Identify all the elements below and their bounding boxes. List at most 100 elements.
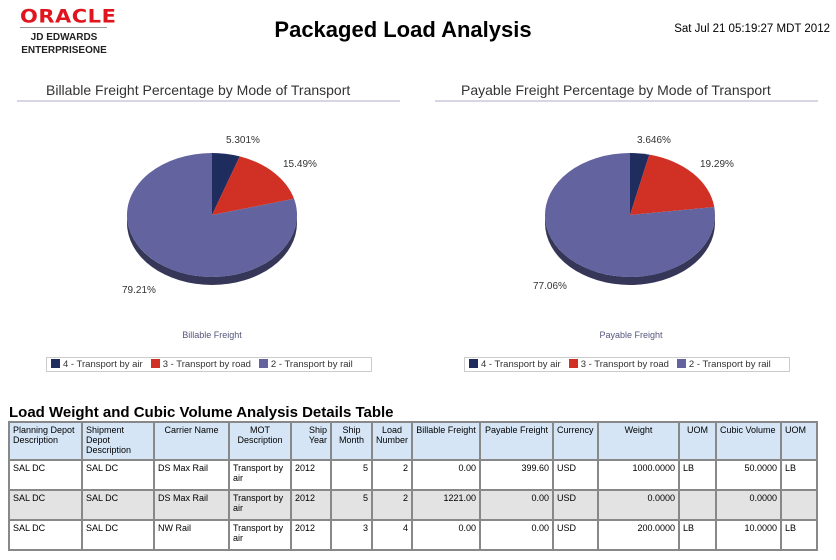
chart-legend: 4 - Transport by air 3 - Transport by ro… (46, 357, 372, 372)
legend-label: 4 - Transport by air (63, 359, 143, 370)
column-header: Weight (597, 421, 681, 461)
table-cell: 0.00 (411, 519, 482, 551)
legend-item-air: 4 - Transport by air (469, 359, 561, 370)
column-header: UOM (678, 421, 718, 461)
table-cell: 5 (330, 459, 373, 491)
table-cell: SAL DC (81, 459, 155, 491)
column-header: Carrier Name (153, 421, 230, 461)
table-cell: 0.0000 (715, 489, 783, 521)
pie-slice-1 (212, 156, 295, 215)
table-cell: USD (552, 489, 600, 521)
pie-label-rail: 77.06% (533, 281, 567, 292)
column-header: Planning Depot Description (8, 421, 83, 461)
table-cell: 2 (370, 459, 414, 491)
chart-title-billable: Billable Freight Percentage by Mode of T… (46, 82, 351, 98)
legend-swatch (51, 359, 60, 368)
table-cell: DS Max Rail (153, 459, 230, 491)
table-cell: SAL DC (8, 489, 83, 521)
table-cell (678, 489, 718, 521)
pie-slice-0 (630, 153, 650, 215)
pie-slice-1 (630, 154, 715, 215)
legend-label: 2 - Transport by rail (270, 359, 353, 370)
table-header-row: Planning Depot Description Shipment Depot… (8, 421, 819, 461)
table-cell: 2 (370, 489, 414, 521)
legend-swatch (676, 359, 686, 368)
logo-line2: ENTERPRISEONE (21, 45, 107, 56)
table-cell: 50.0000 (715, 459, 783, 491)
table-row: SAL DC SAL DC NW Rail Transport by air 2012 3… (8, 519, 819, 551)
column-header: Load Number (370, 421, 414, 461)
pie-label-rail: 79.21% (122, 285, 156, 296)
table-cell: LB (780, 519, 819, 551)
table-cell: SAL DC (8, 459, 83, 491)
chart-xlabel: Payable Freight (599, 330, 663, 340)
table-cell: 1221.00 (411, 489, 482, 521)
logo-line1: JD EDWARDS (30, 32, 98, 43)
table-cell: LB (678, 519, 718, 551)
table-cell: 399.60 (479, 459, 555, 491)
pie-label-air: 5.301% (226, 135, 260, 146)
table-cell: 5 (330, 489, 373, 521)
legend-item-road: 3 - Transport by road (150, 359, 251, 370)
column-header: Currency (552, 421, 600, 461)
table-cell: SAL DC (81, 489, 155, 521)
table-cell: 10.0000 (715, 519, 783, 551)
column-header: Cubic Volume (715, 421, 783, 461)
table-cell: 1000.0000 (597, 459, 681, 491)
report-timestamp: Sat Jul 21 05:19:27 MDT 2012 (674, 23, 830, 35)
legend-label: 3 - Transport by road (162, 359, 251, 370)
table-cell: 0.00 (479, 489, 555, 521)
table-cell: 0.00 (479, 519, 555, 551)
table-cell: 2012 (290, 519, 332, 551)
table-cell (780, 489, 819, 521)
chart-xlabel: Billable Freight (182, 330, 242, 340)
table-cell: 2012 (290, 459, 332, 491)
column-header: Shipment Depot Description (81, 421, 155, 461)
pie-label-road: 19.29% (700, 159, 734, 170)
column-header: Payable Freight (479, 421, 555, 461)
table-cell: 4 (370, 519, 414, 551)
details-table: Planning Depot Description Shipment Depot… (8, 421, 819, 551)
column-header: Billable Freight (411, 421, 482, 461)
column-header: MOT Description (228, 421, 292, 461)
table-cell: LB (780, 459, 819, 491)
table-cell: USD (552, 519, 600, 551)
legend-item-road: 3 - Transport by road (568, 359, 669, 370)
column-header: Ship Year (290, 421, 332, 461)
table-cell: USD (552, 459, 600, 491)
logo-divider (20, 27, 107, 28)
table-cell: 0.0000 (597, 489, 681, 521)
legend-item-air: 4 - Transport by air (51, 359, 143, 370)
jde-logo-text: JD EDWARDS ENTERPRISEONE (14, 31, 114, 57)
page-title: Packaged Load Analysis (274, 17, 532, 42)
pie-slice-2 (127, 153, 298, 277)
table-cell: 200.0000 (597, 519, 681, 551)
table-title: Load Weight and Cubic Volume Analysis De… (9, 404, 394, 421)
table-cell: LB (678, 459, 718, 491)
table-row: SAL DC SAL DC DS Max Rail Transport by air 2… (8, 459, 819, 491)
table-row: SAL DC SAL DC DS Max Rail Transport by air 2… (8, 489, 819, 521)
pie-slice-2 (545, 153, 715, 277)
table-cell: Transport by air (228, 519, 292, 551)
chart-legend: 4 - Transport by air 3 - Transport by ro… (464, 357, 790, 372)
chart-title-underline (17, 100, 400, 102)
table-cell: NW Rail (153, 519, 230, 551)
legend-swatch (469, 359, 478, 368)
legend-swatch (150, 359, 160, 368)
legend-swatch (258, 359, 268, 368)
pie-label-air: 3.646% (637, 135, 671, 146)
payable-pie-chart (545, 153, 715, 285)
billable-pie-chart (127, 153, 298, 285)
table-cell: 2012 (290, 489, 332, 521)
column-header: Ship Month (330, 421, 373, 461)
table-cell: 0.00 (411, 459, 482, 491)
legend-item-rail: 2 - Transport by rail (258, 359, 353, 370)
column-header: UOM (780, 421, 819, 461)
pie-label-road: 15.49% (283, 159, 317, 170)
table-cell: Transport by air (228, 489, 292, 521)
table-cell: DS Max Rail (153, 489, 230, 521)
table-cell: SAL DC (8, 519, 83, 551)
table-cell: SAL DC (81, 519, 155, 551)
legend-label: 4 - Transport by air (481, 359, 561, 370)
table-cell: Transport by air (228, 459, 292, 491)
